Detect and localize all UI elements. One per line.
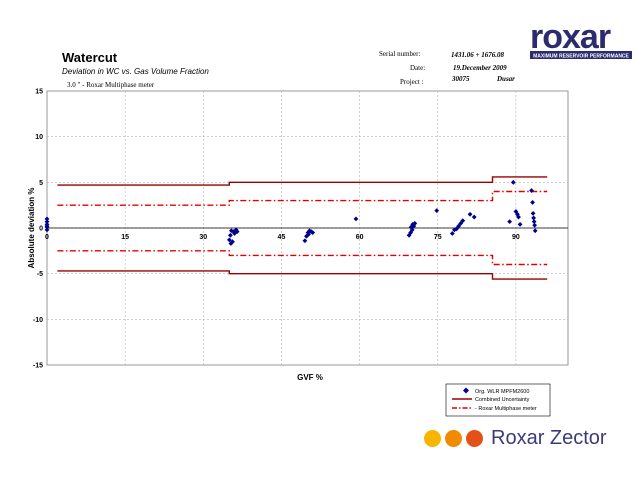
brand-text: Roxar Zector (491, 426, 607, 449)
uncertainty-lower-line (57, 270, 548, 280)
data-point (454, 226, 459, 232)
meter-upper-line (57, 190, 548, 206)
data-point (234, 229, 240, 235)
data-point (310, 230, 316, 235)
meter-lower-line (57, 250, 548, 266)
data-point (44, 227, 50, 233)
data-point (232, 231, 237, 236)
data-point (228, 241, 234, 246)
x-tick-label: 30 (199, 234, 207, 241)
legend-box (445, 383, 551, 417)
data-point (530, 210, 536, 216)
y-tick-label: 15 (35, 89, 43, 96)
data-point (227, 232, 233, 238)
roxar-logo: roxar MAXIMUM RESERVOIR PERFORMANCE (528, 18, 634, 62)
legend-label-uncertainty: Combined Uncertainty (475, 397, 530, 403)
data-point (531, 215, 537, 221)
y-tick-label: 5 (39, 180, 43, 187)
logo-tagline-bar (530, 51, 632, 59)
brand-dot-yellow (424, 429, 441, 447)
roxar-zector-brand: Roxar Zector (424, 424, 607, 452)
legend: Org. WLR MPFM2600 Combined Uncertainty -… (445, 383, 551, 417)
y-tick-label: 0 (39, 226, 43, 233)
legend-label-scatter: Org. WLR MPFM2600 (475, 389, 529, 395)
data-point (532, 222, 538, 228)
x-tick-label: 60 (356, 234, 364, 241)
project-label: Project : (400, 78, 424, 86)
data-point (467, 211, 473, 217)
data-point (44, 216, 50, 222)
data-point (530, 200, 535, 205)
project-value: 30075 (452, 75, 470, 83)
x-tick-label: 90 (512, 234, 520, 241)
y-tick-label: -5 (37, 271, 43, 278)
data-point (353, 216, 359, 222)
data-point (510, 179, 516, 185)
data-point (410, 221, 416, 227)
brand-dot-red (466, 429, 483, 447)
serial-value: 1431.06 + 1676.08 (451, 51, 504, 59)
legend-marker-scatter (463, 387, 469, 394)
serial-label: Serial number: (379, 50, 421, 58)
data-point (517, 221, 523, 227)
data-point (531, 219, 537, 225)
date-label: Date: (410, 64, 426, 72)
meter-label: 3.0 " - Roxar Multiphase meter (67, 81, 155, 89)
data-point (412, 221, 418, 226)
data-point (230, 239, 235, 245)
uncertainty-upper-line (57, 176, 548, 186)
brand-dot-orange (445, 429, 462, 447)
data-point (516, 214, 521, 220)
y-axis-label: Absolute deviation % (27, 188, 36, 269)
data-point (532, 228, 538, 234)
logo-wordmark: roxar (530, 18, 611, 56)
data-point (434, 208, 440, 214)
data-point (411, 223, 417, 229)
x-tick-label: 0 (45, 234, 49, 241)
data-point (456, 223, 461, 229)
data-point (306, 231, 311, 237)
y-tick-label: -15 (33, 363, 43, 370)
data-point (226, 237, 232, 243)
data-point (44, 223, 50, 229)
date-value: 19.December 2009 (453, 64, 507, 72)
data-point (408, 224, 414, 230)
data-point (460, 218, 466, 224)
y-tick-label: 10 (35, 134, 43, 141)
data-point (302, 238, 308, 244)
data-point (304, 233, 309, 239)
y-tick-label: -10 (33, 317, 43, 324)
data-point (233, 227, 239, 233)
data-point (471, 214, 477, 220)
page-subtitle: Deviation in WC vs. Gas Volume Fraction (62, 67, 209, 76)
data-point (507, 219, 513, 225)
page-title: Watercut (62, 50, 118, 65)
logo-tagline: MAXIMUM RESERVOIR PERFORMANCE (533, 54, 629, 60)
x-tick-label: 75 (434, 234, 442, 241)
data-point (529, 188, 534, 193)
x-axis-label: GVF % (297, 373, 323, 382)
x-tick-label: 45 (278, 234, 286, 241)
data-point (458, 221, 464, 226)
legend-label-meter: - Roxar Multiphase meter (475, 406, 537, 412)
x-tick-label: 15 (121, 234, 129, 241)
data-point (409, 227, 415, 233)
data-point (449, 231, 455, 236)
project-extra: Dusar (497, 75, 515, 83)
data-point (44, 219, 50, 225)
data-point (452, 227, 457, 233)
